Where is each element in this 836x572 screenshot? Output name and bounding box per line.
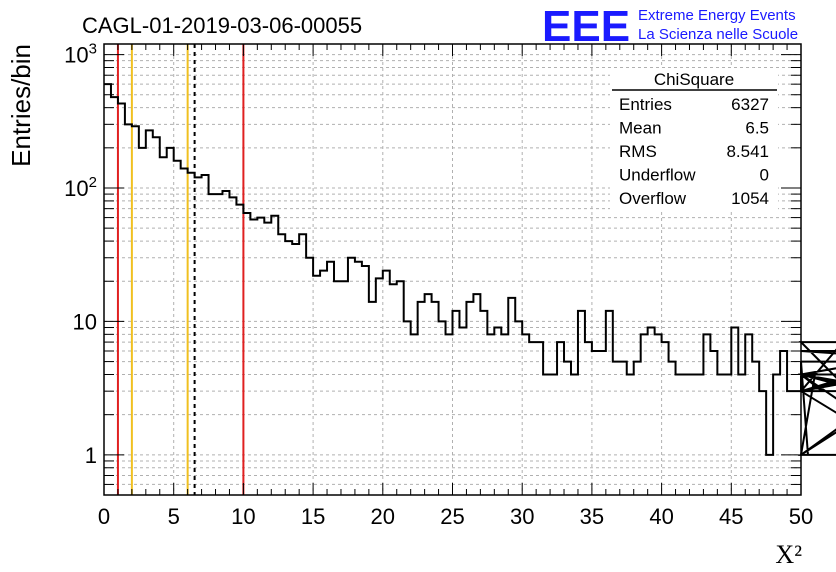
stats-row-label: Mean: [619, 119, 662, 138]
stats-row-label: Underflow: [619, 166, 696, 185]
x-tick-label: 5: [168, 504, 180, 529]
x-tick-label: 25: [440, 504, 464, 529]
eee-logo-line1: Extreme Energy Events: [638, 7, 796, 24]
x-axis-label: X²: [775, 540, 802, 569]
x-tick-label: 50: [789, 504, 813, 529]
histogram-series: [104, 83, 836, 456]
y-tick-exponent: 3: [89, 41, 97, 58]
stats-row-value: 0: [760, 166, 769, 185]
x-tick-label: 10: [231, 504, 255, 529]
stats-box: ChiSquare Entries 6327 Mean 6.5 RMS 8.541 Unde…: [610, 68, 778, 210]
stats-title: ChiSquare: [654, 70, 734, 89]
stats-row-value: 8.541: [726, 142, 769, 161]
x-tick-label: 45: [719, 504, 743, 529]
y-axis: 1 10 102 103: [64, 41, 801, 496]
stats-box-background: [610, 68, 778, 210]
y-tick-label: 1: [85, 443, 97, 468]
x-tick-label: 30: [510, 504, 534, 529]
y-tick-label: 103: [64, 41, 97, 68]
stats-row-value: 1054: [731, 189, 769, 208]
y-tick-label: 10: [73, 309, 97, 334]
y-tick-exponent: 2: [89, 174, 97, 191]
y-axis-label: Entries/bin: [6, 44, 36, 167]
stats-row-label: Entries: [619, 95, 672, 114]
stats-rows: Entries 6327 Mean 6.5 RMS 8.541 Underflow 0 Over…: [619, 95, 769, 208]
y-tick-label: 102: [64, 174, 97, 201]
eee-logo: EEE Extreme Energy Events La Scienza nel…: [542, 2, 798, 51]
x-tick-label: 15: [301, 504, 325, 529]
grid-lines: [104, 44, 801, 495]
eee-logo-line2: La Scienza nelle Scuole: [638, 26, 798, 43]
stats-row-value: 6.5: [745, 119, 769, 138]
x-tick-label: 40: [649, 504, 673, 529]
stats-row-label: Overflow: [619, 189, 687, 208]
chart-title: CAGL-01-2019-03-06-00055: [82, 13, 362, 38]
x-axis: 0 5 10 15 20 25 30 35 40 45 50: [98, 44, 813, 529]
threshold-lines: [116, 44, 245, 495]
x-tick-label: 35: [580, 504, 604, 529]
eee-logo-mark: EEE: [542, 2, 630, 51]
x-tick-label: 20: [371, 504, 395, 529]
stats-row-label: RMS: [619, 142, 657, 161]
x-tick-label: 0: [98, 504, 110, 529]
stats-row-value: 6327: [731, 95, 769, 114]
